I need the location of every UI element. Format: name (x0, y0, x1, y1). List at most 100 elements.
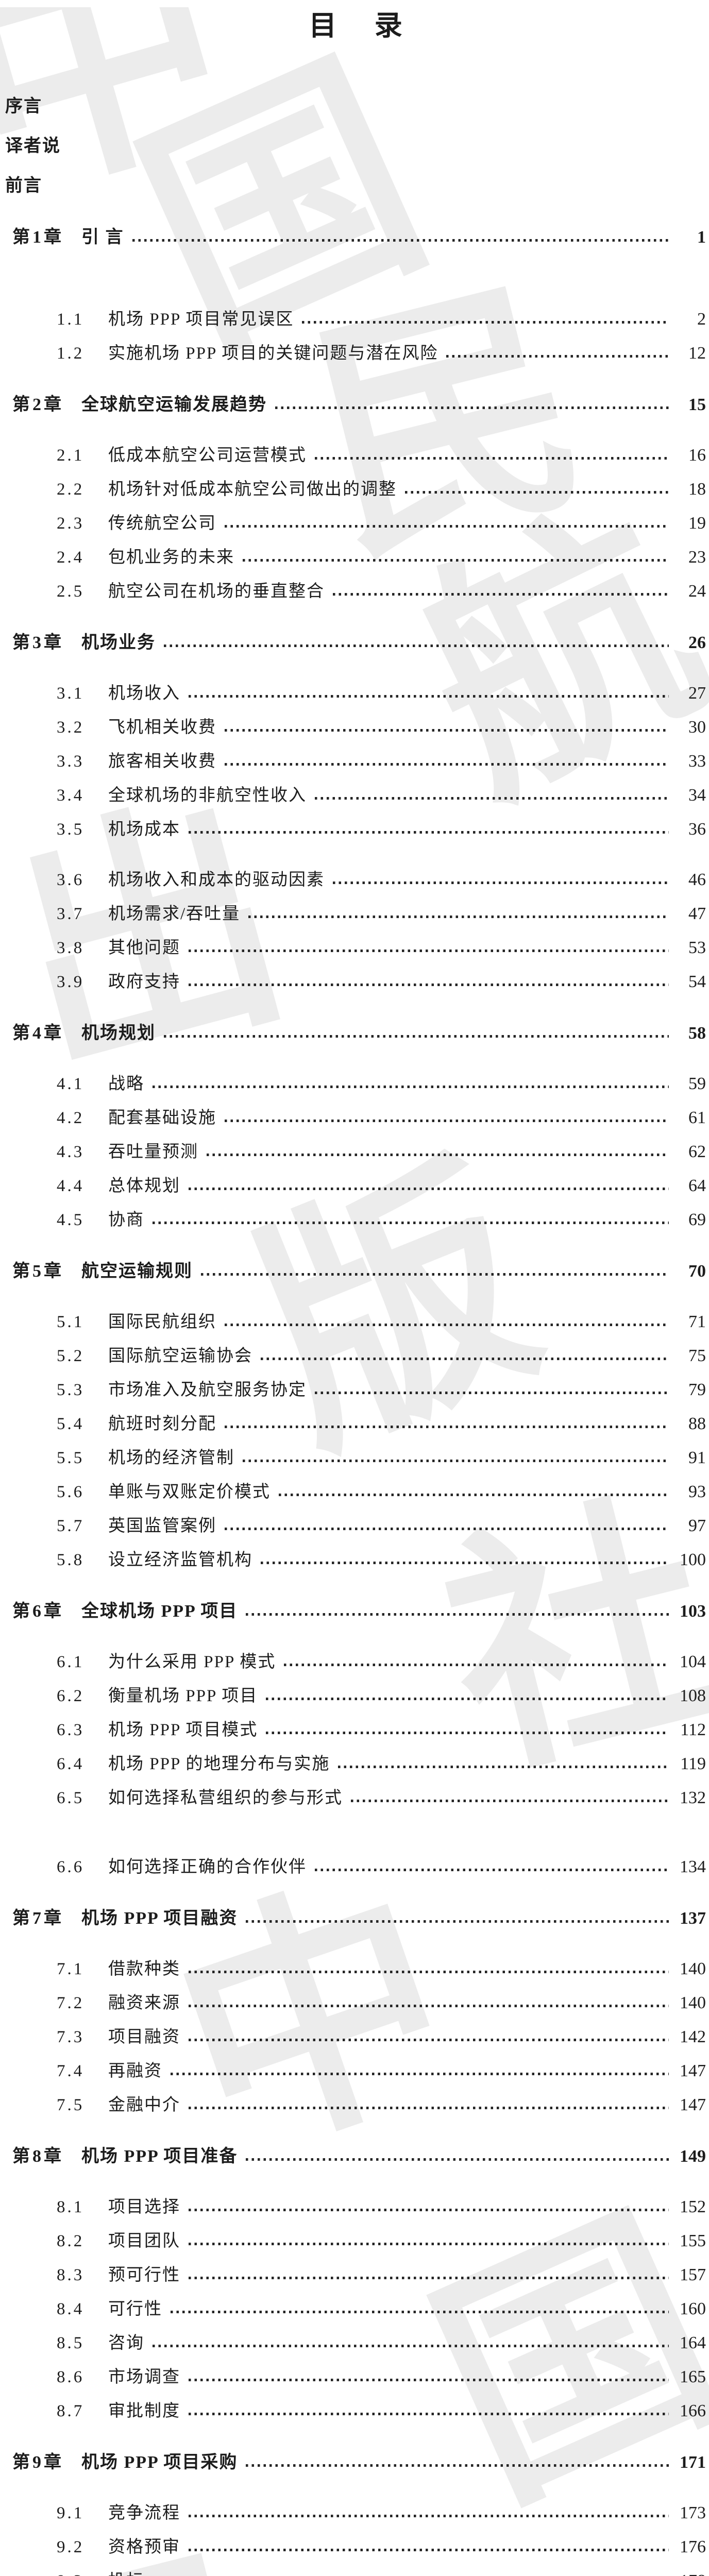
section-title: 为什么采用 PPP 模式 (108, 1653, 276, 1671)
section-number: 8.7 (57, 2402, 85, 2420)
page-number: 75 (688, 1346, 706, 1365)
section-title: 资格预审 (108, 2538, 180, 2556)
toc-section-row: 2.3 传统航空公司 19 (5, 514, 706, 533)
front-matter-list: 序言 译者说 前言 (5, 98, 706, 195)
page-number: 164 (680, 2333, 706, 2352)
toc-section-row: 8.3 预可行性 157 (5, 2266, 706, 2284)
page-number: 97 (688, 1516, 706, 1535)
section-title: 如何选择私营组织的参与形式 (108, 1789, 343, 1807)
toc-section-row: 9.3投标 178 (5, 2572, 706, 2576)
toc-section-row: 6.1 为什么采用 PPP 模式 104 (5, 1653, 706, 1671)
page-number: 53 (688, 938, 706, 957)
dot-leader (266, 1731, 669, 1734)
section-number: 6.1 (57, 1653, 85, 1671)
dot-leader (333, 881, 669, 884)
page-number: 26 (688, 633, 706, 652)
section-title: 国际民航组织 (108, 1313, 216, 1331)
section-title: 项目融资 (108, 2028, 180, 2046)
front-matter-item: 前言 (5, 177, 706, 195)
section-title: 战略 (108, 1075, 144, 1093)
section-title: 投标 (108, 2572, 144, 2576)
toc-chapter-row: 第6章 全球机场 PPP 项目 103 (5, 1603, 706, 1620)
page-number: 1 (697, 228, 706, 247)
toc-section-row: 3.6 机场收入和成本的驱动因素 46 (5, 871, 706, 889)
page-number: 69 (688, 1210, 706, 1229)
section-title: 借款种类 (108, 1960, 180, 1978)
page-number: 62 (688, 1142, 706, 1161)
dot-leader (315, 456, 669, 460)
dot-leader (246, 1613, 669, 1616)
page-number: 147 (680, 2095, 706, 2114)
toc-section-row: 8.4 可行性 160 (5, 2300, 706, 2318)
toc-section-row: 8.2 项目团队 155 (5, 2232, 706, 2250)
page-number: 140 (680, 1959, 706, 1978)
toc-chapter-row: 第1章引 言 1 (5, 229, 706, 246)
toc-section-row: 4.4 总体规划 64 (5, 1177, 706, 1195)
section-number: 2.3 (57, 514, 85, 533)
page-number: 19 (688, 514, 706, 533)
dot-leader (189, 1970, 669, 1973)
section-title: 机场针对低成本航空公司做出的调整 (108, 480, 397, 499)
section-number: 6.5 (57, 1789, 85, 1807)
chapter-number: 第9章 (12, 2453, 64, 2472)
toc-section-row: 8.1 项目选择 152 (5, 2198, 706, 2216)
page-number: 71 (688, 1312, 706, 1331)
toc-section-row: 5.7 英国监管案例 97 (5, 1517, 706, 1535)
toc-section-row: 7.5 金融中介 147 (5, 2096, 706, 2114)
dot-leader (338, 1765, 669, 1768)
page-number: 47 (688, 904, 706, 923)
page-number: 61 (688, 1108, 706, 1127)
page-number: 119 (680, 1754, 706, 1773)
section-number: 6.3 (57, 1721, 85, 1739)
section-title: 旅客相关收费 (108, 752, 216, 771)
dot-leader (333, 592, 669, 596)
toc-chapter-row: 第7章 机场 PPP 项目融资 137 (5, 1910, 706, 1927)
dot-leader (225, 1425, 669, 1428)
dot-leader (201, 1273, 669, 1276)
toc-section-row: 1.1 机场 PPP 项目常见误区 2 (5, 311, 706, 329)
page-number: 142 (680, 2027, 706, 2046)
dot-leader (164, 644, 669, 647)
page-number: 58 (688, 1024, 706, 1043)
section-number: 4.1 (57, 1075, 85, 1093)
chapter-number: 第8章 (12, 2147, 64, 2166)
chapter-number: 第4章 (12, 1024, 64, 1043)
toc-section-row: 7.3 项目融资 142 (5, 2028, 706, 2046)
dot-leader (315, 1391, 669, 1394)
front-matter-label: 序言 (5, 97, 42, 116)
page-number: 108 (680, 1686, 706, 1705)
page-number: 165 (680, 2367, 706, 2386)
front-matter-label: 前言 (5, 176, 42, 195)
toc-section-row: 4.2 配套基础设施 61 (5, 1109, 706, 1127)
toc-section-row: 5.4 航班时刻分配 88 (5, 1415, 706, 1433)
page-number: 132 (680, 1788, 706, 1807)
section-title: 机场成本 (108, 820, 180, 839)
dot-leader (225, 762, 669, 766)
section-number: 7.5 (57, 2096, 85, 2114)
chapter-title: 全球机场 PPP 项目 (81, 1602, 238, 1621)
toc-section-row: 3.7 机场需求/吞吐量 47 (5, 905, 706, 923)
section-number: 3.9 (57, 973, 85, 991)
dot-leader (189, 1187, 669, 1190)
section-title: 设立经济监管机构 (108, 1551, 252, 1569)
dot-leader (207, 1153, 669, 1156)
dot-leader (189, 983, 669, 986)
dot-leader (189, 2548, 669, 2551)
toc-section-row: 8.7 审批制度 166 (5, 2402, 706, 2420)
section-title: 衡量机场 PPP 项目 (108, 1687, 258, 1705)
toc-section-row: 1.2 实施机场 PPP 项目的关键问题与潜在风险 12 (5, 345, 706, 363)
section-title: 项目团队 (108, 2232, 180, 2250)
section-number: 5.1 (57, 1313, 85, 1331)
section-title: 机场收入和成本的驱动因素 (108, 871, 325, 889)
toc-section-row: 3.4 全球机场的非航空性收入 34 (5, 787, 706, 805)
page-number: 140 (680, 1993, 706, 2012)
section-number: 7.1 (57, 1960, 85, 1978)
toc-section-row: 9.1 竞争流程 173 (5, 2504, 706, 2522)
dot-leader (153, 1085, 669, 1088)
section-title: 配套基础设施 (108, 1109, 216, 1127)
dot-leader (225, 1527, 669, 1530)
page-number: 173 (680, 2503, 706, 2522)
toc-section-row: 2.5 航空公司在机场的垂直整合 24 (5, 583, 706, 601)
dot-leader (315, 1868, 669, 1871)
